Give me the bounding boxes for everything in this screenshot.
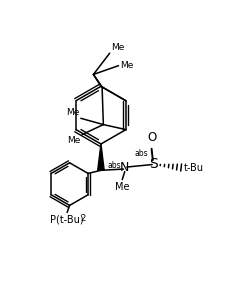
Polygon shape [98, 144, 104, 170]
Text: P(t-Bu): P(t-Bu) [50, 215, 84, 225]
Text: abs: abs [135, 149, 148, 158]
Text: 2: 2 [80, 214, 85, 223]
Text: Me: Me [120, 61, 133, 70]
Text: abs: abs [107, 161, 121, 170]
Text: Me: Me [115, 182, 129, 192]
Text: t-Bu: t-Bu [184, 163, 204, 173]
Text: S: S [149, 157, 158, 171]
Text: Me: Me [68, 136, 81, 145]
Text: Me: Me [66, 108, 80, 117]
Text: Me: Me [111, 43, 124, 52]
Text: O: O [147, 131, 156, 144]
Text: N: N [120, 161, 129, 173]
